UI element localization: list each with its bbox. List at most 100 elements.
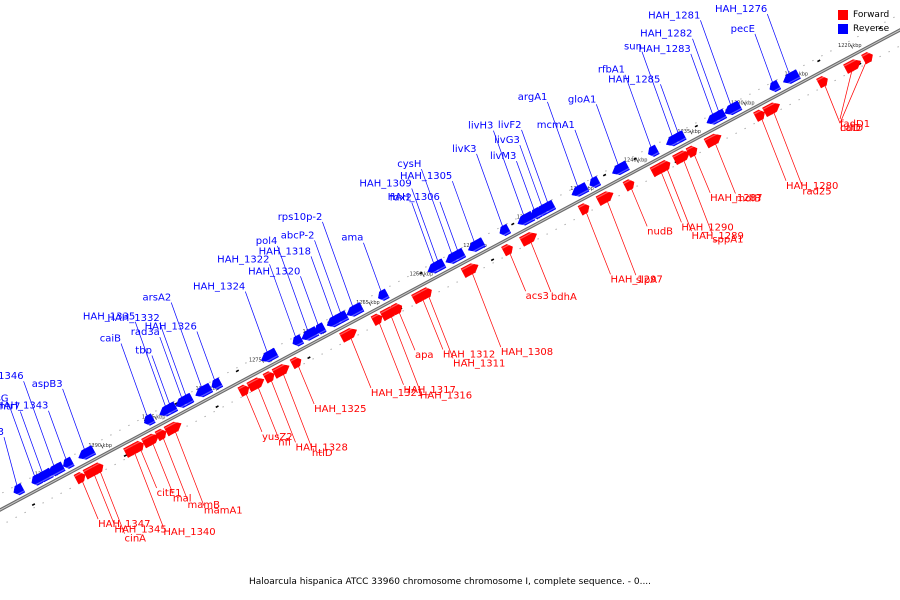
reverse-gene-label: nusG [0,394,9,405]
reverse-gene-label: HAH_1276 [715,4,767,15]
gene-leader-line [159,322,188,400]
gene-leader-line [48,410,69,464]
reverse-gene-arrow [611,160,630,176]
reverse-gene-label: rps10p-2 [278,212,323,223]
gene-shading [753,108,764,115]
gene-shading [784,76,801,86]
gene-leader-line [528,237,552,293]
feature-tick [633,157,637,161]
feature-tick [419,271,423,275]
scale-tick-mark [368,301,372,306]
forward-gene-arrow [843,59,862,74]
reverse-gene-label: livK3 [452,144,476,155]
forward-gene-arrow [271,364,290,379]
forward-gene-label: mal [173,494,192,505]
gene-leader-line [605,197,637,276]
reverse-gene-label: HAH_1283 [638,44,690,55]
forward-gene-label: citE1 [157,488,182,499]
reverse-gene-label: livM3 [490,151,516,162]
gene-shading [141,431,158,441]
gene-shading [596,189,612,199]
gene-leader-line [681,156,713,235]
forward-gene-label: HAH_1308 [501,347,553,358]
reverse-gene-label: HAH_1281 [648,10,700,21]
reverse-gene-label: livF2 [498,120,522,131]
forward-gene-label: catD [840,123,864,134]
reverse-gene-label: HAH_1320 [248,266,300,277]
gene-leader-line [161,433,188,501]
forward-gene-arrow [246,377,265,393]
dotted-guide-lines [0,13,900,527]
gene-shading [573,189,589,199]
gene-shading [196,390,213,400]
reverse-gene-label: arsA2 [143,292,172,303]
gene-shading [79,452,96,462]
gene-leader-line [839,65,854,120]
gene-leader-line [296,361,315,405]
gene-shading [303,333,319,343]
gene-shading [436,265,446,272]
gene-shading [649,151,660,158]
gene-leader-line [196,331,217,385]
legend-entry-reverse: Reverse [838,22,889,36]
gene-shading [420,286,431,293]
reverse-gene-label: HAH_1285 [608,74,660,85]
scale-tick-label: 1260 kbp [410,272,434,278]
forward-gene-arrow [460,263,479,278]
scale-tick-label: 1220 kbp [838,43,862,49]
gene-leader-line [244,291,270,357]
gene-leader-line [660,84,681,138]
forward-gene-label: acs3 [526,291,549,302]
gene-shading [339,317,349,324]
gene-shading [623,178,633,185]
reverse-gene-label: livH3 [468,121,493,132]
gene-shading [272,362,288,372]
feature-tick [235,369,240,373]
gene-leader-line [269,376,296,443]
gene-leader-line [138,445,157,489]
forward-gene-label: HAH_1325 [314,404,366,415]
gene-leader-line [23,381,56,471]
gene-leader-line [411,202,436,268]
gene-leader-line [277,245,310,335]
reverse-gene-arrow [724,100,743,116]
gene-leader-line [134,321,168,411]
gene-shading [64,463,75,470]
gene-leader-line [92,470,115,525]
feature-tick [215,405,219,409]
forward-gene-label: HAH_1311 [453,358,505,369]
reverse-gene-label: tbp [135,346,152,357]
reverse-gene-label: gloA1 [568,94,596,105]
gene-leader-line [426,292,454,359]
reverse-gene-arrow [47,461,66,477]
gene-leader-line [713,139,736,194]
gene-leader-line [151,355,172,409]
gene-leader-line [98,467,125,534]
feature-tick [490,258,495,262]
gene-shading [501,243,512,249]
gene-shading [704,131,720,141]
gene-leader-line [310,256,335,322]
gene-leader-line [132,449,164,528]
reverse-gene-label: HAH_1343 [0,401,48,412]
reverse-gene-arrow [346,302,365,317]
forward-gene-label: rad25 [802,186,831,197]
gene-leader-line [120,343,150,421]
forward-gene-label: nfi [278,437,291,448]
legend-swatch-forward [838,10,848,20]
reverse-gene-label: HAH_1332 [107,313,159,324]
gene-shading [290,356,300,362]
gene-leader-line [507,249,526,292]
forward-gene-label: cinA [125,534,147,545]
forward-gene-label: HAH_1340 [163,527,215,538]
gene-leader-line [170,302,204,392]
gene-shading [456,255,466,261]
reverse-gene-label: fdx2 [390,193,412,204]
reverse-gene-arrow [467,237,486,252]
reverse-gene-label: mcmA1 [537,120,575,131]
gene-leader-line [281,369,313,449]
gene-shading [132,440,143,446]
gene-leader-line [3,437,19,491]
forward-gene-arrow [519,232,538,247]
scale-tick-label: 1235 kbp [677,129,701,135]
